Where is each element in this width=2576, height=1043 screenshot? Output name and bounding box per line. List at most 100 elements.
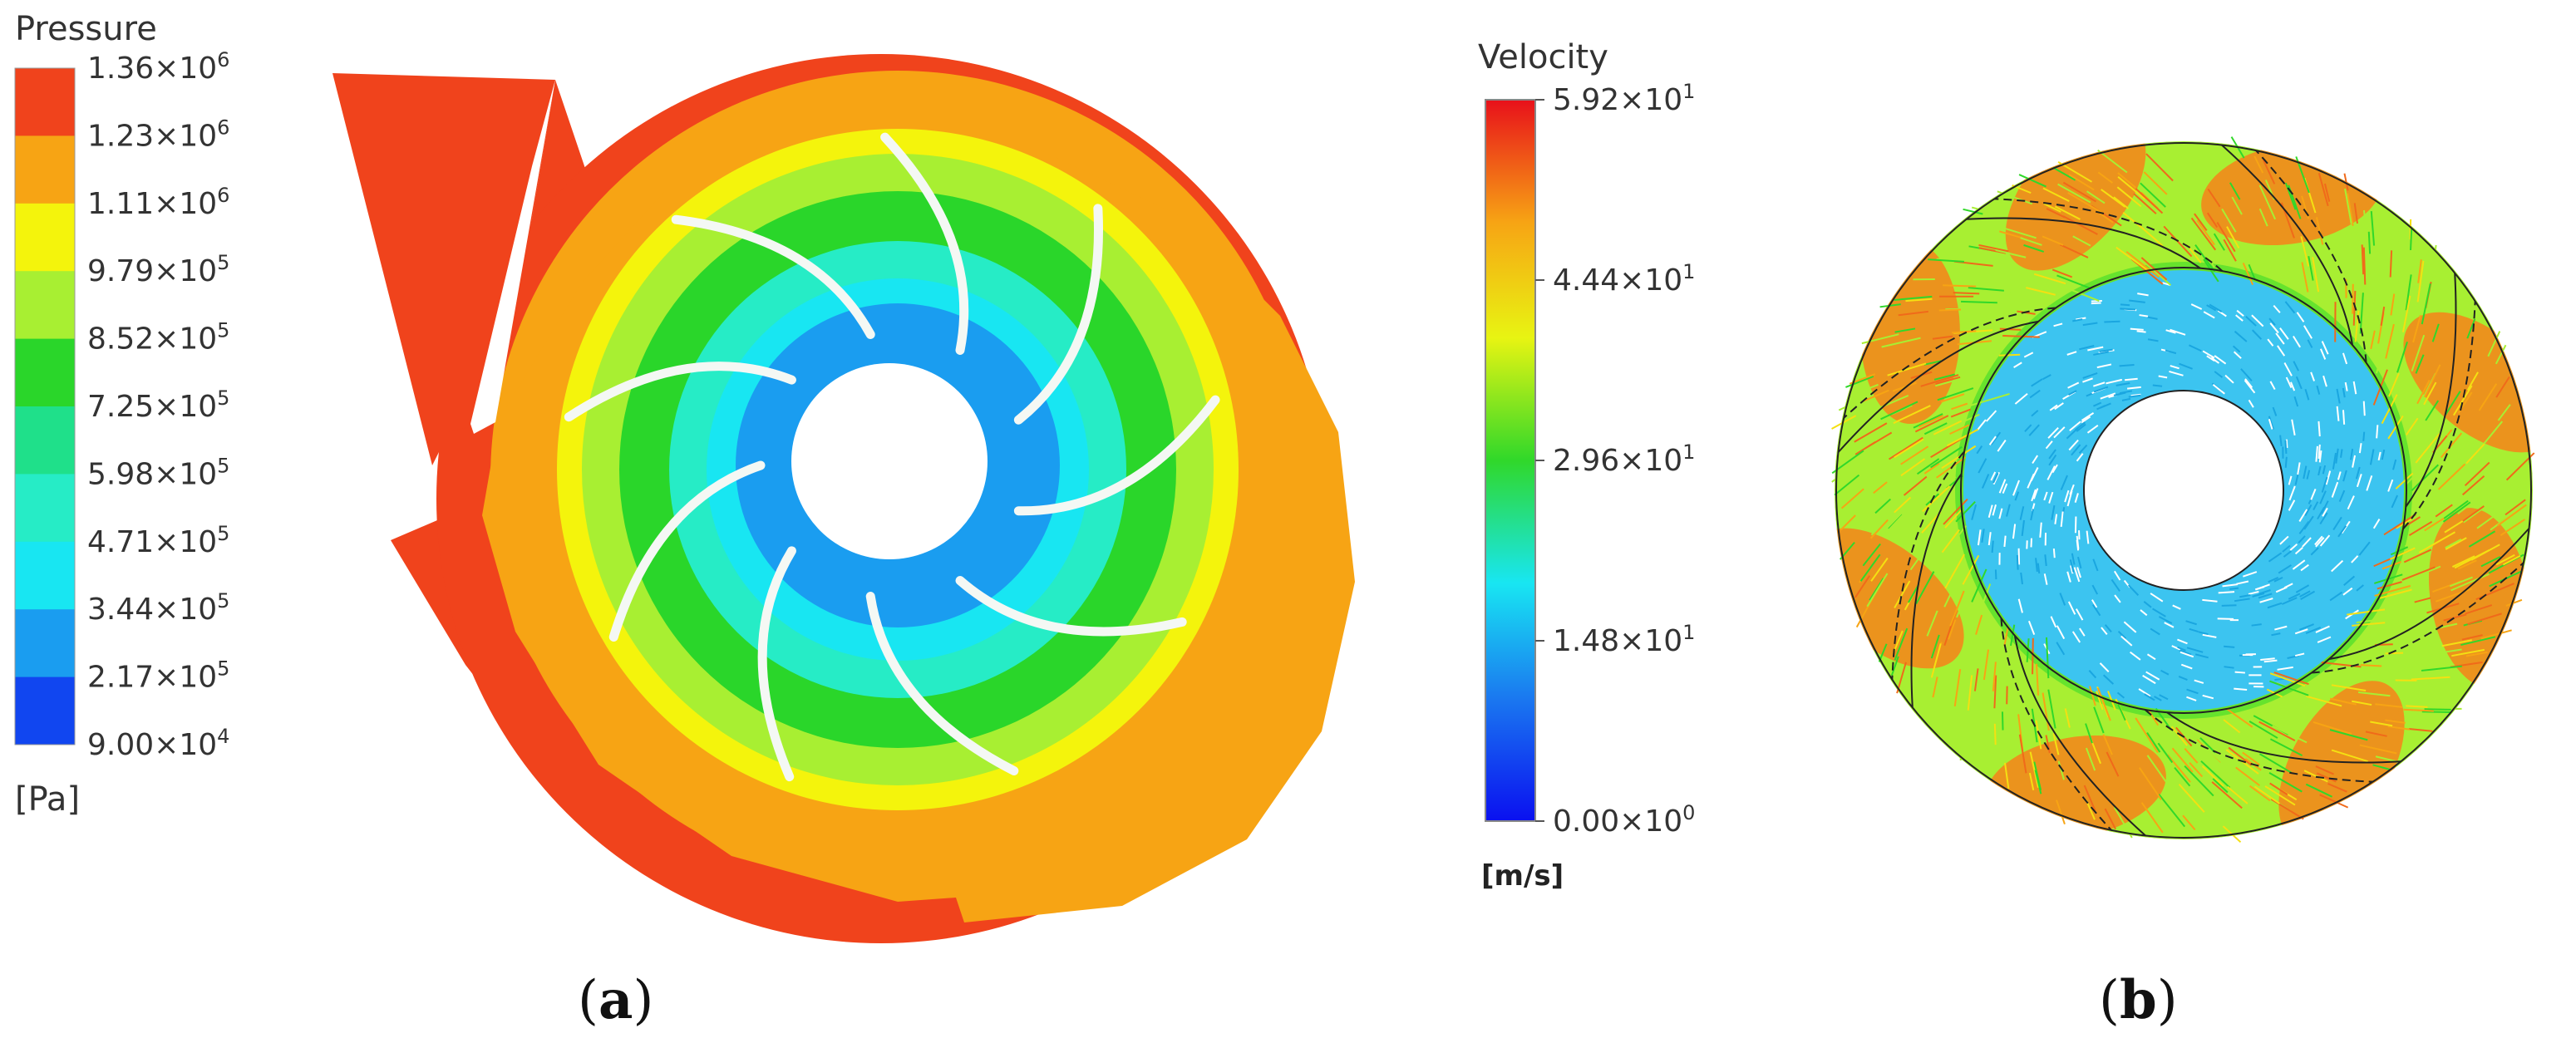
inner-velocity-vector xyxy=(2158,616,2173,625)
inner-velocity-vector xyxy=(2159,694,2169,701)
inner-velocity-vector xyxy=(2102,674,2115,685)
inner-velocity-vector xyxy=(1991,540,1994,553)
inner-velocity-vector xyxy=(2338,490,2346,502)
outer-velocity-vector xyxy=(2421,711,2452,714)
inner-velocity-vector xyxy=(2268,317,2276,326)
outer-velocity-vector xyxy=(2451,555,2475,568)
outer-velocity-vector xyxy=(2057,760,2065,780)
inner-velocity-vector xyxy=(2221,604,2237,607)
inner-velocity-vector xyxy=(1987,504,1993,519)
outer-velocity-vector xyxy=(1951,330,1977,334)
outer-velocity-vector xyxy=(2097,149,2128,174)
outer-velocity-vector xyxy=(2190,217,2217,251)
outer-velocity-vector xyxy=(2415,354,2425,374)
outer-velocity-vector xyxy=(2502,554,2521,566)
outer-velocity-vector xyxy=(1831,469,1849,483)
pressure-tick-label: 1.11×106 xyxy=(87,184,229,221)
inner-velocity-vector xyxy=(2188,344,2202,352)
inner-velocity-vector xyxy=(2319,512,2328,525)
outer-velocity-vector xyxy=(2002,227,2037,239)
outer-velocity-vector xyxy=(2408,728,2433,732)
pressure-contour-plot xyxy=(332,54,1355,943)
outer-velocity-vector xyxy=(2465,443,2485,465)
outer-velocity-vector xyxy=(1892,381,1917,392)
outer-velocity-vector xyxy=(2358,691,2391,697)
outer-velocity-vector xyxy=(2066,287,2100,303)
blade-outline xyxy=(2013,635,2146,837)
outer-velocity-vector xyxy=(2431,323,2440,342)
outer-velocity-vector xyxy=(2312,257,2320,293)
outer-velocity-vector xyxy=(2320,268,2325,292)
outer-velocity-vector xyxy=(2102,734,2113,755)
outer-velocity-vector xyxy=(1874,498,1891,514)
pressure-tick-label: 3.44×105 xyxy=(87,589,229,627)
inner-velocity-vector xyxy=(2298,521,2310,534)
inner-velocity-vector xyxy=(2052,549,2056,558)
inner-velocity-vector xyxy=(2060,511,2064,528)
outer-velocity-vector xyxy=(2480,556,2501,568)
inner-velocity-vector xyxy=(2074,493,2079,503)
inner-velocity-vector xyxy=(2322,507,2328,517)
outer-velocity-vector xyxy=(2262,159,2276,184)
outer-velocity-vector xyxy=(1930,634,1940,659)
inner-velocity-vector xyxy=(2322,375,2327,387)
pressure-band-swatch xyxy=(15,406,75,475)
inner-velocity-vector xyxy=(2030,467,2039,482)
inner-velocity-vector xyxy=(2093,351,2109,356)
inner-velocity-vector xyxy=(2086,424,2099,434)
inner-velocity-vector xyxy=(2185,620,2197,626)
outer-velocity-vector xyxy=(2113,196,2130,209)
velocity-tick-label: 2.96×101 xyxy=(1553,440,1695,478)
outer-velocity-vector xyxy=(2010,624,2016,647)
impeller-blade xyxy=(608,460,766,642)
inner-velocity-vector xyxy=(2069,559,2075,573)
inner-velocity-vector xyxy=(2251,329,2263,340)
inner-velocity-vector xyxy=(2164,622,2175,628)
outer-velocity-vector xyxy=(1840,514,1856,531)
inner-velocity-vector xyxy=(2082,377,2093,383)
outer-velocity-vector xyxy=(2143,171,2168,195)
outer-velocity-vector xyxy=(2380,306,2386,326)
outer-velocity-vector xyxy=(2353,203,2358,224)
outer-velocity-vector xyxy=(2300,236,2310,267)
outer-velocity-vector xyxy=(1903,475,1928,496)
inner-velocity-vector xyxy=(2294,546,2303,555)
inner-velocity-vector xyxy=(2259,598,2273,603)
inner-velocity-vector xyxy=(2136,330,2146,333)
outer-velocity-vector xyxy=(2116,186,2142,208)
hub-hole xyxy=(2083,390,2284,591)
outer-velocity-vector xyxy=(1881,337,1921,348)
outer-velocity-vector xyxy=(2158,794,2186,828)
inner-velocity-vector xyxy=(2331,559,2344,573)
outer-velocity-vector xyxy=(2174,766,2191,787)
inner-velocity-vector xyxy=(2224,374,2234,384)
outer-velocity-vector xyxy=(2269,782,2288,795)
outer-velocity-vector xyxy=(2315,765,2334,775)
inner-velocity-vector xyxy=(2064,490,2070,503)
outer-velocity-vector xyxy=(2211,781,2243,809)
outer-velocity-vector xyxy=(1930,445,1963,469)
pressure-legend-title: Pressure xyxy=(15,10,157,48)
inner-velocity-vector xyxy=(2202,598,2218,603)
inner-velocity-vector xyxy=(2296,312,2305,322)
outer-velocity-vector xyxy=(1894,438,1924,459)
outer-velocity-vector xyxy=(1866,573,1889,608)
inner-velocity-vector xyxy=(2289,543,2298,551)
inner-velocity-vector xyxy=(2170,328,2186,336)
inner-velocity-vector xyxy=(2304,388,2310,401)
outer-velocity-vector xyxy=(1948,619,1957,640)
inner-velocity-vector xyxy=(2042,374,2051,381)
outer-velocity-vector xyxy=(2415,433,2441,464)
outer-velocity-vector xyxy=(2343,173,2349,191)
inner-velocity-vector xyxy=(2154,696,2162,701)
inner-velocity-vector xyxy=(2190,303,2203,310)
outer-velocity-vector xyxy=(2101,189,2125,208)
inner-velocity-vector xyxy=(2277,345,2286,357)
inner-velocity-vector xyxy=(2234,598,2250,603)
inner-velocity-vector xyxy=(2067,381,2080,389)
outer-velocity-vector xyxy=(1955,500,1976,523)
outer-velocity-vector xyxy=(2221,208,2237,233)
outer-velocity-vector xyxy=(1887,362,1927,376)
inner-velocity-vector xyxy=(2344,381,2348,391)
outer-velocity-vector xyxy=(2104,808,2116,830)
